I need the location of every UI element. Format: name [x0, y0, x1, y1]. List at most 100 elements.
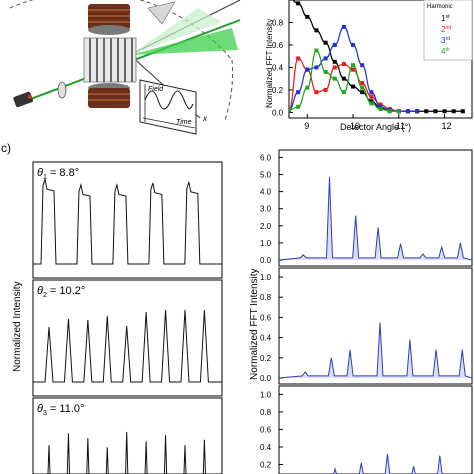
diffraction-fan-2 — [130, 8, 222, 55]
trace-frame — [32, 397, 223, 474]
data-point-3rd — [360, 63, 365, 68]
y-tick-label: 0.0 — [260, 374, 272, 383]
data-point-1st — [360, 90, 365, 95]
trace-line — [33, 309, 222, 383]
legend-entry: 2nd — [441, 25, 451, 34]
fft-series — [333, 453, 443, 474]
trace-angle-label: θ3 = 11.0° — [37, 403, 84, 417]
time-trace-panels: Normalized Intensity θ1 = 8.8° θ2 = 10.2° θ… — [12, 161, 223, 474]
data-point-1st — [424, 109, 429, 114]
y-tick-label: 0.2 — [260, 460, 272, 469]
schematic-arc-lower — [224, 59, 234, 121]
y-tick-label: 1.0 — [260, 273, 272, 282]
y-tick-label: 0.0 — [272, 108, 284, 117]
y-tick-label: 2.0 — [260, 222, 272, 231]
data-point-4th — [396, 109, 401, 114]
data-point-3rd — [378, 104, 383, 109]
y-tick-label: 6.0 — [260, 153, 272, 162]
fft-area — [279, 322, 472, 378]
field-label: Field — [148, 86, 164, 93]
x-axis-label: Detector Angle (°) — [340, 122, 411, 132]
y-tick-label: 0.4 — [260, 334, 272, 343]
legend-box — [423, 0, 473, 61]
data-point-3rd — [415, 109, 420, 114]
legend-entry: 1st — [441, 14, 450, 23]
time-label: Time — [176, 119, 192, 126]
y-tick-label: 0.0 — [260, 256, 272, 265]
data-point-1st — [442, 109, 447, 114]
data-point-3rd — [351, 42, 356, 47]
fft-area — [279, 177, 472, 260]
series-group — [289, 0, 465, 114]
data-point-1st — [314, 28, 319, 33]
fft-line — [279, 177, 472, 261]
y-tick-label: 1.0 — [260, 390, 272, 399]
data-point-1st — [332, 59, 337, 64]
legend-title: Harmonic — [427, 4, 453, 10]
laser-beam-lower — [27, 87, 61, 101]
trace-angle-label: θ1 = 8.8° — [37, 167, 79, 181]
y-tick-label: 0.2 — [272, 86, 284, 95]
y-tick-label: 5.0 — [260, 171, 272, 180]
data-point-3rd — [405, 109, 410, 114]
x-tick-label: 9 — [304, 121, 309, 131]
y-tick-label: 0.8 — [260, 293, 272, 302]
data-point-4th — [360, 85, 365, 90]
y-tick-label: 0.6 — [260, 313, 272, 322]
schematic — [9, 0, 241, 135]
y-axis-label: Normalized FFT Intensity — [265, 19, 274, 108]
data-point-3rd — [332, 42, 337, 47]
legend-entry: 4th — [441, 47, 450, 56]
data-point-2nd — [323, 87, 328, 92]
data-point-4th — [341, 90, 346, 95]
data-point-1st — [351, 84, 356, 89]
y-axis-label: Normalized FFT Intensity — [249, 268, 260, 380]
data-point-4th — [332, 76, 337, 81]
data-point-4th — [323, 69, 328, 74]
grating — [83, 37, 137, 83]
data-point-2nd — [351, 67, 356, 72]
data-point-1st — [433, 109, 438, 114]
y-tick-label: 0.6 — [272, 41, 284, 50]
y-tick-label: 0.2 — [260, 354, 272, 363]
data-point-1st — [341, 76, 346, 81]
data-point-2nd — [378, 102, 383, 107]
data-point-1st — [369, 99, 374, 104]
data-point-4th — [305, 85, 310, 90]
lens — [57, 81, 67, 99]
y-tick-label: 1.0 — [260, 239, 272, 248]
data-point-2nd — [360, 81, 365, 86]
data-point-3rd — [305, 67, 310, 72]
trace-frame — [32, 279, 223, 397]
fft-series — [279, 322, 472, 379]
data-point-4th — [387, 109, 392, 114]
fft-frame — [278, 149, 473, 267]
y-tick-label: 0.6 — [260, 425, 272, 434]
y-tick-label: 0.4 — [260, 443, 272, 452]
data-point-2nd — [332, 65, 337, 70]
fft-area — [333, 453, 443, 474]
data-point-1st — [323, 40, 328, 45]
coil-bottom — [88, 83, 130, 108]
coil-top — [88, 4, 130, 35]
data-point-1st — [460, 109, 465, 114]
field-inset — [139, 79, 197, 135]
data-point-1st — [451, 109, 456, 114]
data-point-2nd — [369, 94, 374, 99]
data-point-3rd — [323, 56, 328, 61]
data-point-1st — [296, 1, 301, 6]
panel-label-c: c) — [1, 141, 11, 155]
harmonic-chart: 9 10 11 12 0.0 0.2 0.4 0.6 0.8 Detector Angle (°)… — [265, 0, 473, 132]
diffraction-fan — [130, 28, 238, 55]
y-axis-label: Normalized Intensity — [12, 281, 23, 372]
axis-x-label: x — [202, 114, 208, 123]
legend-entry: 3rd — [441, 36, 450, 45]
trace-angle-label: θ2 = 10.2° — [37, 285, 85, 299]
data-point-4th — [369, 101, 374, 106]
fft-series — [279, 177, 472, 261]
y-tick-label: 0.8 — [272, 18, 284, 27]
data-point-3rd — [369, 90, 374, 95]
fft-frame — [278, 267, 473, 385]
